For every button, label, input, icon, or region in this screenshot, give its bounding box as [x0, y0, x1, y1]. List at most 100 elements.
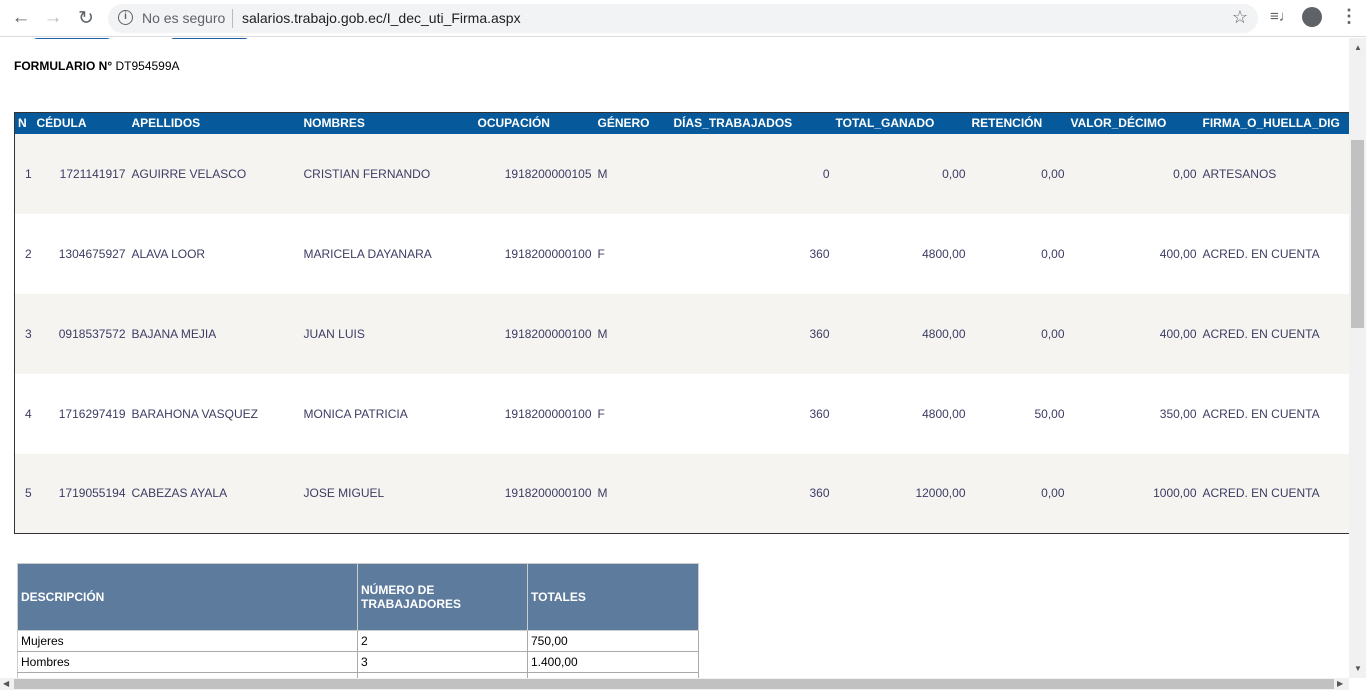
table-cell: AGUIRRE VELASCO	[128, 133, 301, 214]
table-cell: 0	[670, 133, 833, 214]
profile-avatar-icon[interactable]	[1302, 7, 1322, 27]
table-cell: 0,00	[1041, 246, 1065, 261]
form-number: FORMULARIO N° DT954599A	[14, 59, 180, 73]
table-row: 2 1304675927 ALAVA LOOR MARICELA DAYANARA 19…	[15, 214, 1350, 294]
table-cell: 1918200000105	[474, 133, 595, 214]
table-cell: 2	[25, 246, 32, 261]
table-cell: ACRED. EN CUENTA	[1202, 246, 1320, 261]
column-header: FIRMA_O_HUELLA_DIG	[1199, 112, 1349, 134]
table-row: 3 0918537572 BAJANA MEJIA JUAN LUIS 19182000…	[14, 293, 1349, 374]
table-cell: 0,00	[832, 133, 969, 214]
table-cell: 4800,00	[922, 246, 966, 261]
info-icon[interactable]: i	[118, 10, 133, 25]
summary-cell: Hombres	[17, 651, 358, 673]
summary-column-header: DESCRIPCIÓN	[17, 563, 358, 631]
address-bar[interactable]: i No es seguro salarios.trabajo.gob.ec/I…	[108, 4, 1258, 33]
table-cell: 350,00	[1159, 406, 1197, 421]
column-header: N	[14, 112, 34, 134]
scrollbar-thumb[interactable]	[1351, 140, 1364, 328]
table-cell: JUAN LUIS	[300, 293, 475, 374]
table-row: 5 1719055194 CABEZAS AYALA JOSE MIGUEL 19182…	[14, 453, 1349, 534]
forward-icon[interactable]: →	[43, 7, 63, 28]
media-control-icon[interactable]: ≡♩	[1270, 8, 1294, 25]
vertical-scrollbar[interactable]: ▲ ▼	[1349, 38, 1366, 678]
scroll-left-icon[interactable]: ◀	[3, 679, 10, 688]
divider	[232, 9, 233, 28]
summary-cell	[527, 672, 699, 678]
table-cell: JOSE MIGUEL	[300, 453, 475, 534]
table-cell: 0,00	[968, 133, 1068, 214]
summary-cell: 1.400,00	[527, 651, 699, 673]
table-cell: 0,00	[1067, 133, 1200, 214]
table-row: 4 1716297419 BARAHONA VASQUEZ MONICA PATRIC…	[15, 374, 1350, 454]
scrollbar-thumb[interactable]	[14, 679, 1334, 689]
table-row: 1 1721141917 AGUIRRE VELASCO CRISTIAN FERNA…	[14, 133, 1349, 214]
column-header: OCUPACIÓN	[474, 112, 595, 134]
horizontal-scrollbar[interactable]: ◀ ▶	[0, 678, 1349, 690]
table-cell: 4	[25, 406, 32, 421]
column-header: NOMBRES	[300, 112, 475, 134]
table-cell: MONICA PATRICIA	[303, 406, 408, 421]
table-cell: ACRED. EN CUENTA	[1202, 406, 1320, 421]
column-header: DÍAS_TRABAJADOS	[670, 112, 833, 134]
table-cell: 0,00	[968, 453, 1068, 534]
table-cell: 0,00	[968, 293, 1068, 374]
table-cell: BAJANA MEJIA	[128, 293, 301, 374]
column-header: CÉDULA	[33, 112, 129, 134]
table-cell: 12000,00	[832, 453, 969, 534]
column-header: RETENCIÓN	[968, 112, 1068, 134]
summary-cell: Mujeres	[17, 630, 358, 652]
table-cell: 1918200000100	[474, 453, 595, 534]
table-cell: 1	[14, 133, 34, 214]
table-cell: ARTESANOS	[1199, 133, 1349, 214]
table-cell: 4800,00	[832, 293, 969, 374]
summary-table: DESCRIPCIÓN NÚMERO DE TRABAJADORES TOTALES…	[17, 563, 699, 678]
table-cell: F	[597, 246, 605, 261]
table-cell: M	[594, 453, 671, 534]
table-cell: MARICELA DAYANARA	[303, 246, 432, 261]
column-header: TOTAL_GANADO	[832, 112, 969, 134]
form-number-value: DT954599A	[115, 59, 180, 73]
table-header-row: N CÉDULA APELLIDOS NOMBRES OCUPACIÓN GÉNERO DÍ…	[14, 112, 1349, 134]
table-cell: 360	[809, 246, 830, 261]
table-cell: 1721141917	[33, 133, 129, 214]
scroll-down-icon[interactable]: ▼	[1354, 664, 1362, 673]
summary-header-row: DESCRIPCIÓN NÚMERO DE TRABAJADORES TOTALES	[17, 563, 699, 631]
table-cell: 1719055194	[33, 453, 129, 534]
summary-row: Hombres 3 1.400,00	[17, 651, 699, 673]
column-header: APELLIDOS	[128, 112, 301, 134]
table-cell: 0918537572	[33, 293, 129, 374]
page-content: FORMULARIO N° DT954599A N CÉDULA APELLIDOS…	[0, 38, 1349, 678]
table-cell: CRISTIAN FERNANDO	[300, 133, 475, 214]
summary-row-partial	[17, 672, 699, 678]
table-cell: 1304675927	[58, 246, 126, 261]
menu-kebab-icon[interactable]: ⋮	[1340, 6, 1358, 26]
table-cell: 1918200000100	[504, 246, 592, 261]
summary-cell: 750,00	[527, 630, 699, 652]
url-text[interactable]: salarios.trabajo.gob.ec/I_dec_uti_Firma.…	[242, 10, 521, 26]
scroll-up-icon[interactable]: ▲	[1354, 43, 1362, 52]
scroll-right-icon[interactable]: ▶	[1337, 679, 1344, 688]
form-label: FORMULARIO N°	[14, 59, 113, 73]
table-cell: 400,00	[1067, 293, 1200, 374]
table-cell: 1716297419	[58, 406, 126, 421]
table-cell: 400,00	[1159, 246, 1197, 261]
table-cell: 50,00	[1034, 406, 1065, 421]
table-cell: 1000,00	[1067, 453, 1200, 534]
summary-column-header: NÚMERO DE TRABAJADORES	[357, 563, 528, 631]
table-cell: 360	[809, 406, 830, 421]
table-cell: 1918200000100	[474, 293, 595, 374]
table-cell: CABEZAS AYALA	[128, 453, 301, 534]
bookmark-star-icon[interactable]: ☆	[1231, 7, 1248, 27]
summary-row: Mujeres 2 750,00	[17, 630, 699, 652]
table-cell: ALAVA LOOR	[131, 246, 206, 261]
button-partial[interactable]	[33, 38, 111, 39]
table-cell: F	[597, 406, 605, 421]
summary-cell: 3	[357, 651, 528, 673]
table-cell: 360	[670, 293, 833, 374]
button-partial[interactable]	[170, 38, 249, 39]
back-icon[interactable]: ←	[11, 7, 31, 28]
table-cell: M	[594, 293, 671, 374]
reload-icon[interactable]: ↻	[78, 8, 94, 29]
table-cell: ACRED. EN CUENTA	[1199, 453, 1349, 534]
